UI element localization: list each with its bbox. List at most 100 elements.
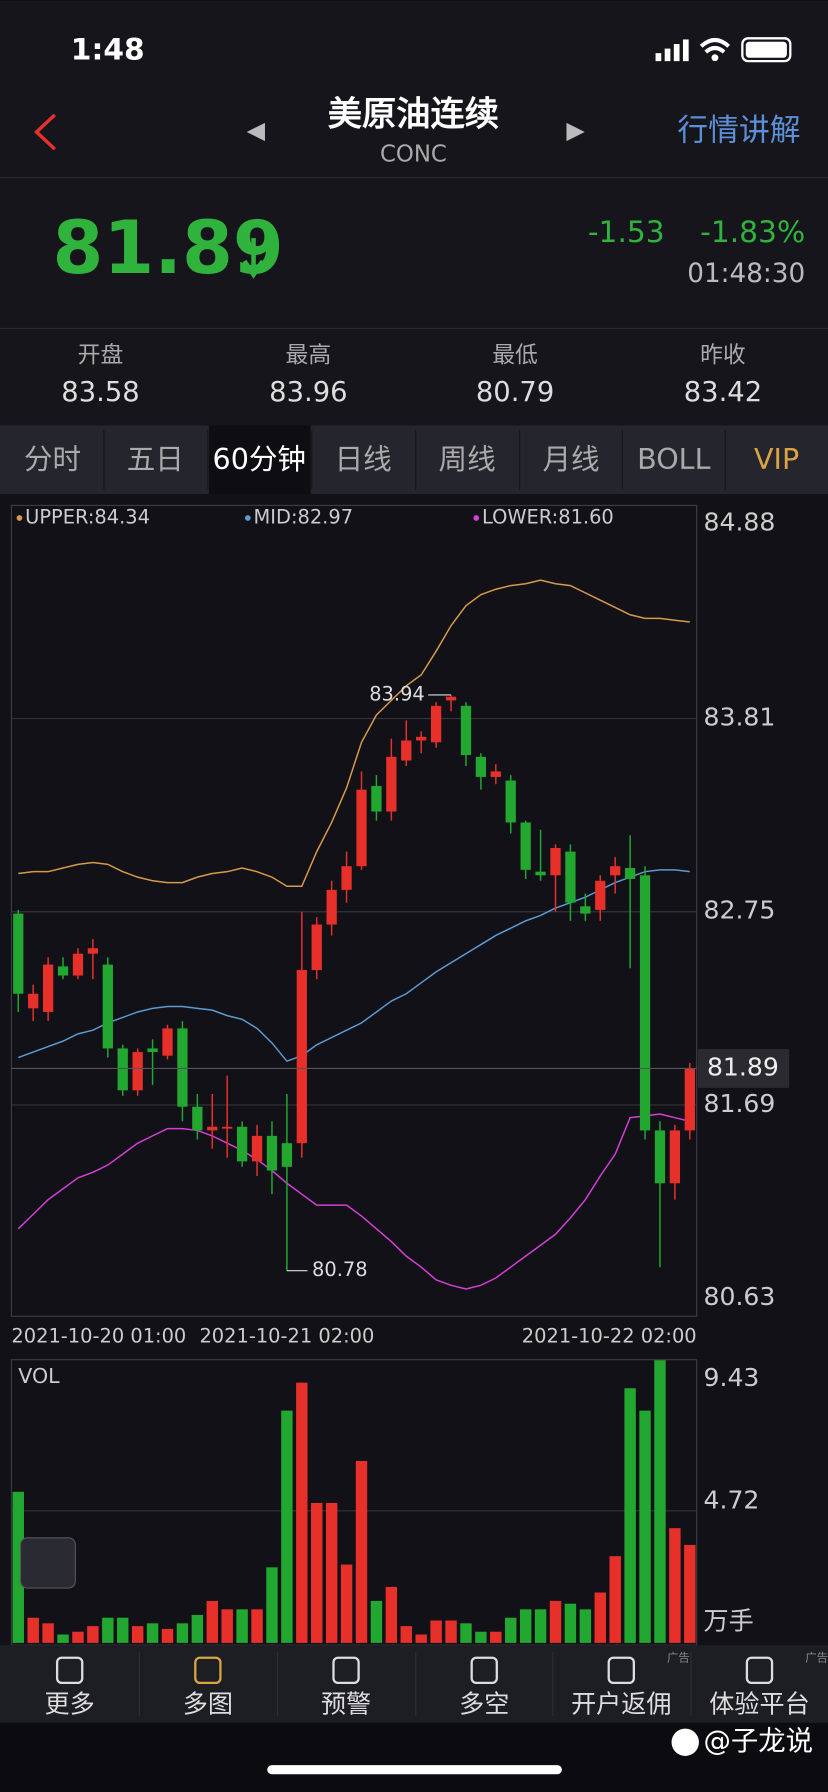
candle-body	[147, 1048, 158, 1053]
legend-entry: LOWER:81.60	[482, 505, 614, 528]
nav-icon[interactable]	[55, 1656, 84, 1685]
wifi-dot	[711, 54, 719, 62]
volume-bar	[505, 1617, 517, 1643]
candle-body	[416, 736, 427, 741]
volume-bar	[400, 1626, 412, 1643]
y-tick-label: 83.81	[704, 703, 776, 732]
nav-icon[interactable]	[194, 1656, 222, 1685]
band-line	[18, 869, 690, 1063]
volume-bar	[87, 1626, 99, 1643]
candle-body	[57, 966, 69, 976]
last-price: 81.89	[53, 206, 284, 291]
nav-icon[interactable]	[332, 1656, 360, 1685]
candle-body	[445, 696, 457, 701]
active-tab-bg	[208, 425, 311, 494]
volume-bar	[176, 1623, 189, 1643]
candle-body	[222, 1126, 233, 1129]
volume-bar	[430, 1620, 442, 1643]
candle-body	[177, 1028, 188, 1107]
candle-body	[550, 847, 561, 876]
candle-body	[341, 866, 352, 890]
candle-body	[13, 913, 24, 994]
nav-label[interactable]: 预警	[321, 1690, 371, 1719]
volume-bar	[415, 1634, 427, 1643]
panel-toggle[interactable]	[19, 1537, 76, 1589]
nav-icon[interactable]	[470, 1656, 498, 1685]
tab[interactable]: 周线	[439, 442, 496, 476]
candle-body	[207, 1126, 218, 1131]
tab[interactable]: 日线	[335, 442, 392, 476]
volume-bar	[161, 1628, 174, 1643]
volume-bar	[519, 1609, 532, 1643]
volume-bar	[57, 1634, 69, 1643]
volume-bar	[146, 1623, 159, 1643]
y-tick-label: 82.75	[704, 896, 776, 925]
next-button[interactable]	[566, 122, 585, 142]
y-tick-label: 9.43	[704, 1363, 760, 1392]
stat-label: 最低	[492, 342, 538, 368]
volume-bar	[236, 1609, 248, 1643]
stat-label: 最高	[286, 342, 332, 368]
volume-bar	[117, 1617, 129, 1643]
volume-bar	[27, 1617, 39, 1643]
candle-body	[371, 786, 382, 812]
x-tick-label: 2021-10-20 01:00	[11, 1324, 186, 1347]
volume-bar	[534, 1609, 547, 1643]
stats: 开盘 83.58 最高 83.96 最低 80.79 昨收 83.42	[61, 342, 762, 408]
candle-body	[490, 771, 501, 777]
legend-dot	[244, 515, 251, 521]
volume-bar	[370, 1600, 383, 1643]
nav-label[interactable]: 体验平台	[709, 1690, 809, 1719]
volume-bar	[475, 1631, 487, 1643]
stat-label: 昨收	[700, 342, 746, 368]
candle-body	[595, 880, 606, 910]
nav-label[interactable]: 多空	[459, 1690, 509, 1719]
candle-body	[132, 1052, 143, 1091]
volume-bar	[684, 1544, 696, 1643]
candle-body	[326, 889, 337, 925]
nav-icon[interactable]	[607, 1656, 635, 1685]
volume-bar	[549, 1600, 562, 1643]
candle-body	[520, 822, 531, 870]
volume-bar	[460, 1623, 472, 1643]
legend-dot	[16, 515, 23, 521]
y-tick-label: 80.63	[704, 1282, 776, 1311]
candle-body	[28, 993, 39, 1009]
tab[interactable]: BOLL	[637, 442, 710, 476]
candle-body	[251, 1135, 263, 1162]
volume-bar	[654, 1360, 666, 1643]
volume-bar	[251, 1609, 263, 1643]
volume-bar	[281, 1410, 293, 1643]
explain-link[interactable]: 行情讲解	[677, 112, 800, 148]
volume-bar	[639, 1410, 651, 1643]
nav-icon[interactable]	[745, 1656, 774, 1685]
volume-bar	[669, 1528, 681, 1643]
instrument-name: 美原油连续	[328, 94, 499, 134]
status-time: 1:48	[71, 32, 145, 67]
stat-value: 83.58	[61, 377, 139, 408]
tab[interactable]: VIP	[754, 442, 799, 476]
watermark-icon	[671, 1728, 699, 1756]
tab[interactable]: 60分钟	[213, 442, 306, 476]
nav-label[interactable]: 更多	[45, 1690, 95, 1719]
candle-body	[639, 875, 651, 1131]
tab[interactable]: 五日	[127, 442, 184, 476]
nav-label[interactable]: 开户返佣	[571, 1690, 671, 1719]
volume-bar	[624, 1388, 636, 1643]
back-button[interactable]	[34, 113, 56, 151]
price-panel	[10, 504, 698, 1317]
candle-body	[356, 789, 367, 867]
candle-body	[460, 705, 472, 756]
volume-bar	[311, 1502, 323, 1643]
wifi-icon	[699, 38, 730, 54]
volume-bar	[42, 1623, 54, 1643]
tab[interactable]: 月线	[542, 442, 599, 476]
quote-time: 01:48:30	[687, 259, 805, 289]
nav-label[interactable]: 多图	[183, 1690, 233, 1719]
volume-bar	[325, 1502, 338, 1643]
volume-bar	[445, 1620, 457, 1643]
tab[interactable]: 分时	[24, 442, 81, 476]
candle-body	[236, 1126, 248, 1162]
prev-button[interactable]	[246, 122, 265, 142]
volume-title: VOL	[18, 1364, 60, 1388]
